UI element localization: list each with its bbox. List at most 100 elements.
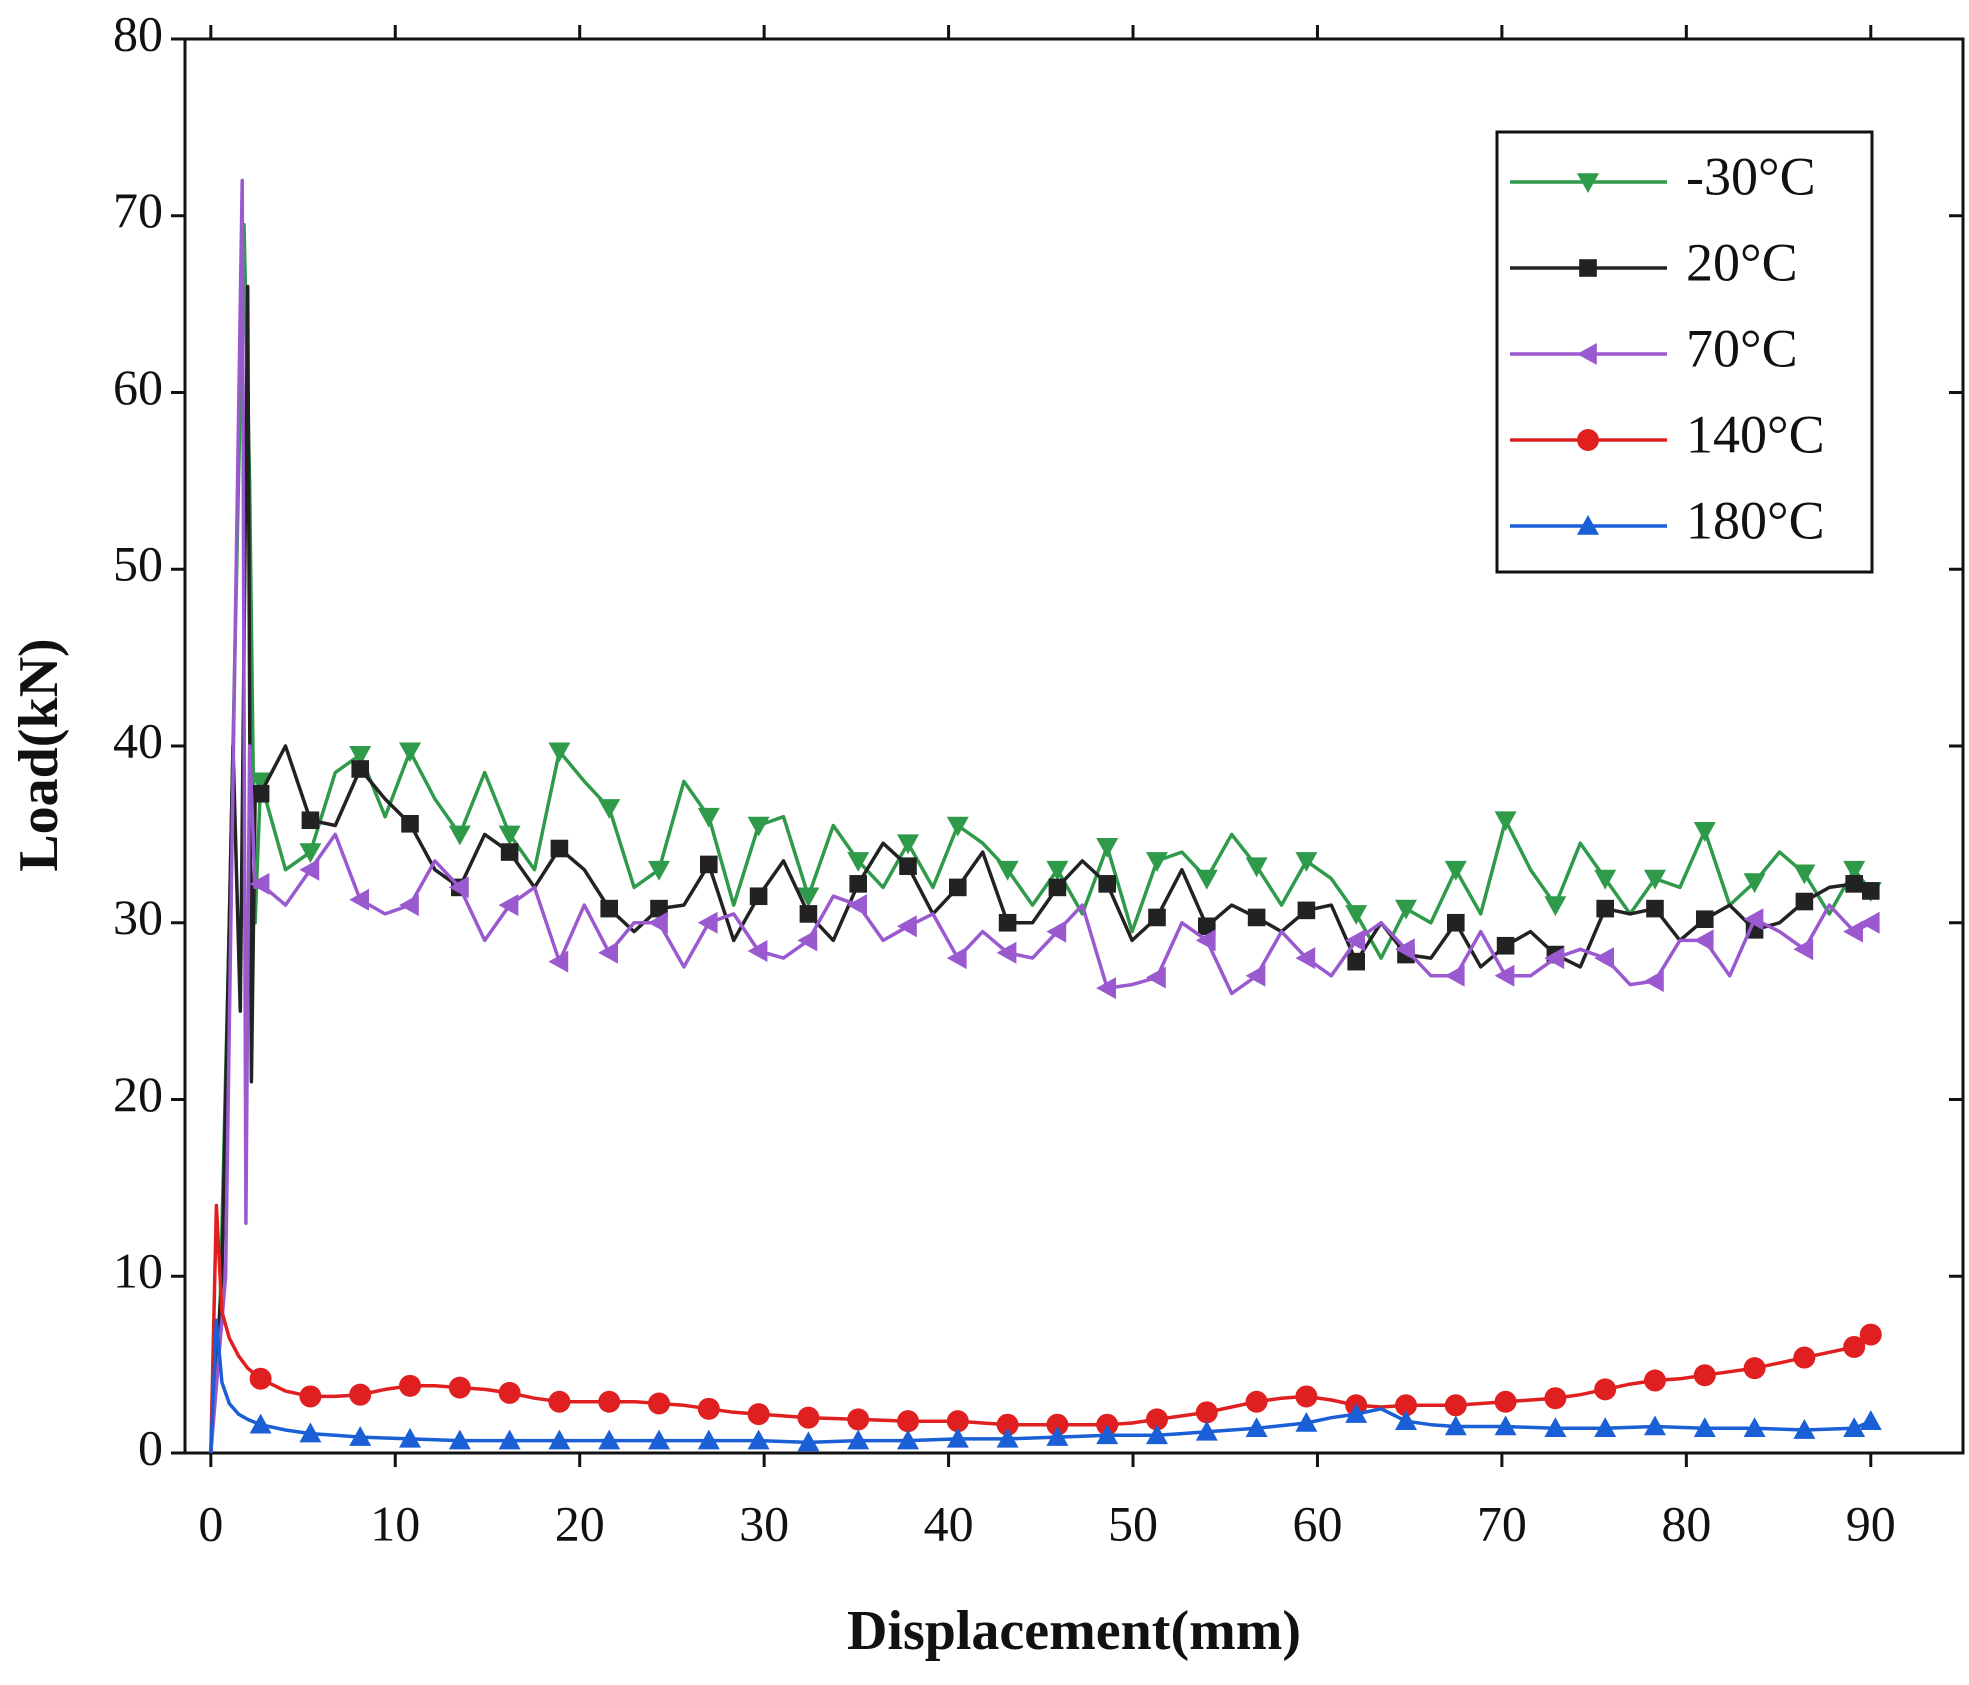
y-tick-label: 10: [113, 1243, 163, 1299]
marker: [1793, 1346, 1816, 1369]
x-tick-label: 60: [1292, 1495, 1342, 1551]
marker: [996, 1413, 1019, 1436]
marker: [1544, 947, 1565, 970]
y-tick-label: 70: [113, 182, 163, 238]
marker: [1693, 929, 1714, 952]
marker: [749, 887, 768, 906]
marker: [1544, 1387, 1567, 1410]
marker: [349, 746, 372, 766]
marker: [1245, 857, 1268, 878]
marker: [401, 814, 419, 833]
marker: [1444, 860, 1467, 881]
marker: [1793, 1419, 1816, 1439]
marker: [600, 899, 619, 918]
marker: [1295, 852, 1318, 872]
legend-label: 70°C: [1686, 318, 1798, 378]
marker: [1494, 964, 1515, 987]
marker: [1843, 1417, 1866, 1438]
marker: [1048, 878, 1067, 897]
marker: [1444, 964, 1465, 987]
x-tick-label: 90: [1846, 1495, 1896, 1551]
marker: [1843, 920, 1863, 943]
marker: [548, 1390, 571, 1413]
marker: [448, 1429, 471, 1450]
marker: [996, 941, 1017, 964]
y-tick-label: 60: [113, 359, 163, 415]
marker: [448, 825, 471, 846]
marker: [747, 816, 770, 837]
marker: [249, 872, 270, 895]
marker: [747, 1429, 770, 1450]
marker: [448, 1376, 471, 1399]
marker: [797, 887, 820, 908]
y-tick-label: 20: [113, 1066, 163, 1122]
legend-label: 20°C: [1686, 232, 1798, 292]
marker: [598, 941, 619, 964]
marker: [1195, 929, 1216, 952]
legend-marker: [1577, 173, 1599, 193]
marker: [648, 911, 668, 934]
marker: [650, 899, 668, 918]
marker: [1743, 873, 1766, 894]
marker: [299, 858, 320, 881]
marker: [1695, 910, 1714, 929]
marker: [1444, 1394, 1467, 1417]
marker: [1046, 1413, 1069, 1436]
marker: [1594, 1417, 1617, 1438]
marker: [847, 852, 870, 872]
y-tick-label: 80: [113, 5, 163, 61]
x-tick-label: 70: [1477, 1495, 1527, 1551]
marker: [897, 1429, 920, 1450]
marker: [1046, 1426, 1069, 1446]
marker: [1743, 1357, 1766, 1380]
marker: [897, 834, 920, 855]
legend-marker: [1579, 259, 1597, 277]
marker: [747, 1403, 770, 1426]
marker: [299, 843, 322, 864]
x-tick-label: 40: [924, 1495, 974, 1551]
series-line: [209, 1203, 1872, 1454]
x-tick-label: 50: [1108, 1495, 1158, 1551]
marker: [1394, 899, 1417, 920]
marker: [1297, 901, 1316, 920]
marker: [548, 1429, 571, 1450]
marker: [1046, 860, 1069, 881]
marker: [996, 860, 1019, 881]
marker: [1793, 938, 1814, 961]
marker: [1494, 1390, 1517, 1413]
marker: [1444, 1415, 1467, 1436]
marker: [1345, 929, 1365, 952]
marker: [1096, 977, 1116, 1000]
y-tick-label: 30: [113, 889, 163, 945]
marker: [1859, 911, 1880, 934]
marker: [1394, 1394, 1417, 1417]
marker: [351, 760, 370, 778]
marker: [548, 742, 571, 763]
series-line: [209, 284, 1872, 1454]
marker: [1594, 947, 1614, 970]
marker: [897, 915, 917, 938]
marker: [1295, 1411, 1318, 1432]
x-tick-label: 80: [1661, 1495, 1711, 1551]
marker: [1793, 864, 1816, 885]
marker: [1693, 1364, 1716, 1387]
marker: [1859, 1410, 1882, 1430]
marker: [1859, 1323, 1882, 1346]
marker: [498, 894, 519, 917]
y-axis-title: Load(kN): [8, 638, 70, 871]
legend-marker: [1577, 343, 1597, 365]
marker: [1148, 908, 1166, 927]
marker: [1843, 1335, 1866, 1358]
marker: [897, 1410, 920, 1433]
marker: [648, 1392, 671, 1415]
marker: [349, 888, 370, 911]
x-tick-label: 10: [370, 1495, 420, 1551]
legend-label: 180°C: [1686, 490, 1825, 550]
series-line: [209, 178, 1872, 1454]
marker: [797, 929, 818, 952]
marker: [399, 894, 419, 917]
marker: [1345, 905, 1368, 925]
marker: [949, 878, 967, 897]
marker: [301, 811, 320, 830]
